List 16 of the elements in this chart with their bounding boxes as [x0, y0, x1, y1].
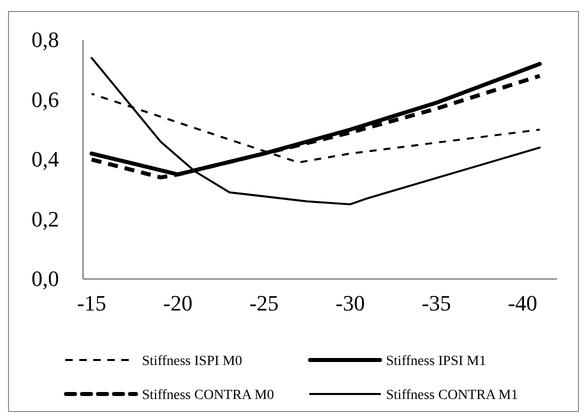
- x-tick-label: -40: [508, 290, 538, 316]
- y-tick-label: 0,6: [32, 86, 59, 112]
- legend-label: Stiffness CONTRA M1: [386, 388, 518, 403]
- y-tick-label: 0,2: [32, 206, 59, 232]
- x-tick-label: -30: [336, 290, 365, 316]
- y-tick-label: 0,4: [32, 146, 59, 172]
- x-tick-label: -35: [422, 290, 452, 316]
- legend-label: Stiffness IPSI M1: [386, 354, 486, 369]
- line-series: [90, 56, 541, 206]
- x-tick-label: -20: [163, 290, 192, 316]
- x-tick-label: -15: [76, 290, 106, 316]
- y-tick-label: 0,8: [32, 27, 59, 52]
- y-tick-label: 0,0: [32, 266, 59, 292]
- legend-label: Stiffness CONTRA M0: [142, 388, 274, 403]
- legend-label: Stiffness ISPI M0: [142, 354, 242, 369]
- x-tick-label: -25: [249, 290, 279, 316]
